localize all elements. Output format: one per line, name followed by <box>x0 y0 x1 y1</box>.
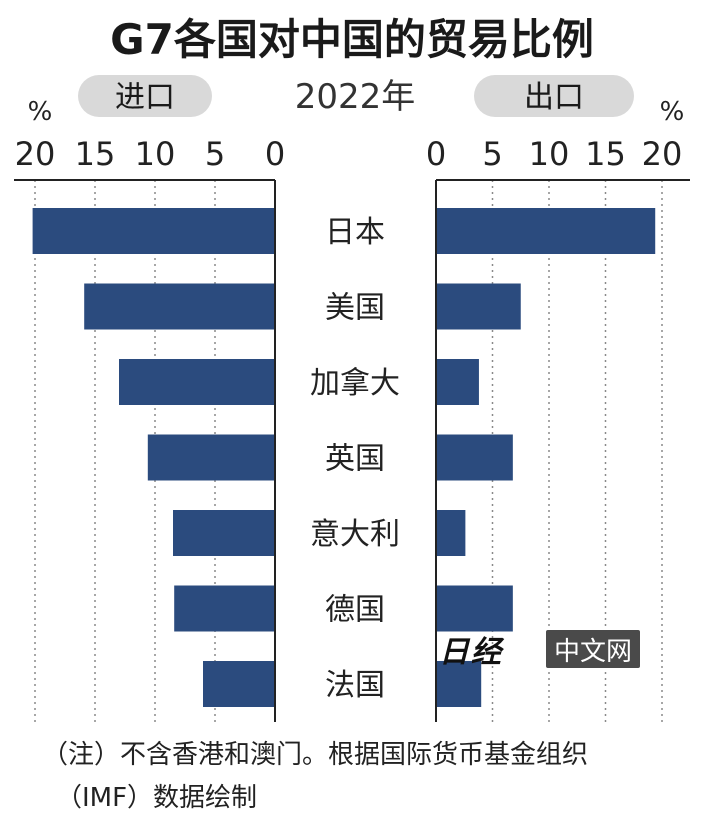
export-tick-label: 0 <box>426 135 446 173</box>
import-tick-label: 10 <box>135 135 176 173</box>
category-label: 法国 <box>325 668 385 703</box>
import-bar <box>119 359 275 405</box>
export-bar <box>436 510 466 556</box>
footnote-line-2: （IMF）数据绘制 <box>56 783 258 813</box>
category-label: 英国 <box>325 442 385 477</box>
watermark-logo: 日经 <box>439 635 503 670</box>
export-bar <box>436 283 521 330</box>
year-label: 2022年 <box>295 77 416 117</box>
category-label: 美国 <box>325 291 385 326</box>
export-tick-label: 20 <box>642 135 683 173</box>
import-bar <box>32 208 275 254</box>
category-label: 德国 <box>325 593 385 628</box>
watermark-label: 中文网 <box>546 630 641 668</box>
import-tick-label: 15 <box>75 135 116 173</box>
export-bar <box>436 434 513 481</box>
watermark: 日经 中文网 <box>396 628 641 670</box>
import-tick-label: 0 <box>265 135 285 173</box>
export-tick-label: 10 <box>529 135 570 173</box>
import-tick-label: 5 <box>205 135 225 173</box>
export-bar <box>436 359 479 405</box>
export-tick-label: 5 <box>482 135 502 173</box>
footnote-line-1: （注）不含香港和澳门。根据国际货币基金组织 <box>42 740 589 770</box>
import-bar <box>84 283 275 330</box>
category-label: 加拿大 <box>310 366 400 401</box>
import-bar <box>173 510 275 556</box>
export-bar <box>436 208 656 254</box>
import-pill <box>78 75 212 117</box>
export-label: 出口 <box>524 80 584 115</box>
chart-title: G7各国对中国的贸易比例 <box>110 15 594 64</box>
category-label: 日本 <box>325 215 385 250</box>
import-bar <box>147 434 275 481</box>
export-unit: % <box>660 97 685 127</box>
import-bar <box>203 661 275 707</box>
export-pill <box>474 75 634 117</box>
import-label: 进口 <box>115 80 175 115</box>
category-label: 意大利 <box>310 517 400 552</box>
export-bar <box>436 585 513 632</box>
import-tick-label: 20 <box>15 135 56 173</box>
import-unit: % <box>28 97 53 127</box>
import-bar <box>174 585 275 632</box>
export-bar <box>436 661 482 707</box>
export-tick-label: 15 <box>585 135 626 173</box>
